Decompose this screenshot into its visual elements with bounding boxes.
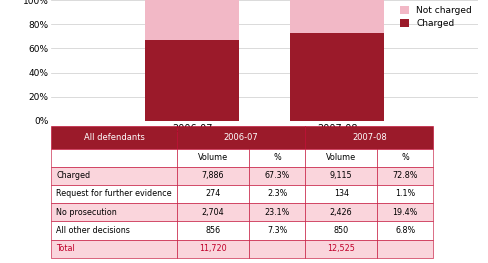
Bar <box>305 240 377 258</box>
Text: 7,886: 7,886 <box>202 171 224 180</box>
Text: 2006-07: 2006-07 <box>224 133 259 142</box>
Bar <box>51 126 177 149</box>
Bar <box>177 185 249 203</box>
Bar <box>145 39 239 121</box>
Bar <box>51 221 177 240</box>
Bar <box>377 166 433 185</box>
Text: 2007-08: 2007-08 <box>352 133 386 142</box>
Bar <box>305 149 377 166</box>
Legend: Not charged, Charged: Not charged, Charged <box>398 4 474 30</box>
Text: 23.1%: 23.1% <box>264 208 290 217</box>
Bar <box>51 240 177 258</box>
Text: 6.8%: 6.8% <box>395 226 415 235</box>
Bar <box>51 203 177 221</box>
Bar <box>305 185 377 203</box>
Bar <box>177 149 249 166</box>
Text: All defendants: All defendants <box>84 133 144 142</box>
Bar <box>305 126 433 149</box>
Text: Request for further evidence: Request for further evidence <box>57 189 172 199</box>
Text: 7.3%: 7.3% <box>267 226 287 235</box>
Text: %: % <box>273 153 281 162</box>
Bar <box>249 149 305 166</box>
Bar <box>377 203 433 221</box>
Bar <box>249 203 305 221</box>
Text: 2,704: 2,704 <box>202 208 224 217</box>
Text: 19.4%: 19.4% <box>392 208 418 217</box>
Text: 1.1%: 1.1% <box>395 189 415 199</box>
Bar <box>51 185 177 203</box>
Text: 856: 856 <box>205 226 221 235</box>
Text: All other decisions: All other decisions <box>57 226 130 235</box>
Text: %: % <box>401 153 409 162</box>
Bar <box>177 126 305 149</box>
Bar <box>249 240 305 258</box>
Bar <box>290 33 385 121</box>
Text: 67.3%: 67.3% <box>264 171 290 180</box>
Bar <box>305 221 377 240</box>
Text: Volume: Volume <box>326 153 356 162</box>
Bar <box>377 240 433 258</box>
Text: Volume: Volume <box>198 153 228 162</box>
Bar <box>305 166 377 185</box>
Bar <box>177 240 249 258</box>
Bar <box>377 221 433 240</box>
Text: Charged: Charged <box>57 171 90 180</box>
Text: 11,720: 11,720 <box>199 244 227 253</box>
Bar <box>51 149 177 166</box>
Text: Total: Total <box>57 244 75 253</box>
Bar <box>249 221 305 240</box>
Bar <box>177 203 249 221</box>
Text: 2.3%: 2.3% <box>267 189 287 199</box>
Text: 850: 850 <box>334 226 349 235</box>
Bar <box>377 185 433 203</box>
Bar <box>249 166 305 185</box>
Bar <box>305 203 377 221</box>
Bar <box>249 185 305 203</box>
Text: 2,426: 2,426 <box>330 208 352 217</box>
Bar <box>145 0 239 39</box>
Bar <box>290 0 385 33</box>
Text: 72.8%: 72.8% <box>392 171 418 180</box>
Text: 274: 274 <box>205 189 221 199</box>
Text: 12,525: 12,525 <box>327 244 355 253</box>
Text: 9,115: 9,115 <box>330 171 352 180</box>
Text: 134: 134 <box>334 189 348 199</box>
Bar <box>177 166 249 185</box>
Bar <box>177 221 249 240</box>
Bar <box>51 166 177 185</box>
Text: No prosecution: No prosecution <box>57 208 117 217</box>
Bar <box>377 149 433 166</box>
